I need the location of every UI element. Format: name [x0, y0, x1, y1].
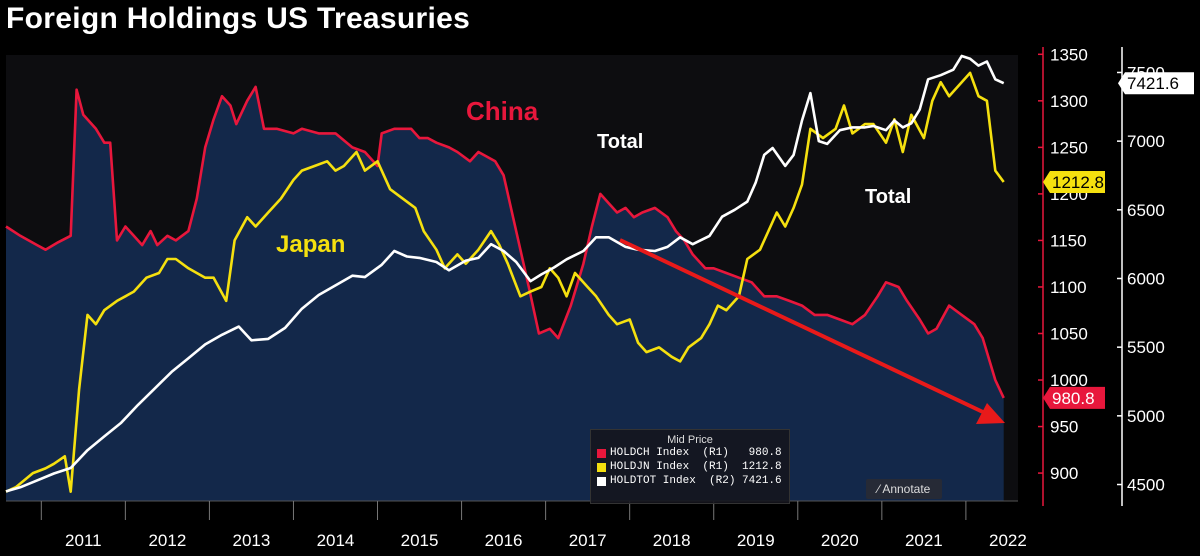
last-value-tag-japan: 1212.8	[1043, 170, 1105, 193]
left-tick-label-1250: 1250	[1050, 138, 1088, 157]
legend: Mid Price HOLDCH Index (R1) 980.8 HOLDJN…	[590, 429, 790, 504]
last-value-tag-total: 7421.6	[1118, 72, 1194, 95]
x-tick-label-2012: 2012	[148, 531, 186, 550]
legend-swatch-total	[597, 476, 606, 486]
x-tick-label-2016: 2016	[485, 531, 523, 550]
legend-row-china: HOLDCH Index (R1) 980.8	[591, 446, 789, 460]
x-tick-label-2011: 2011	[65, 531, 102, 550]
x-tick-label-2018: 2018	[653, 531, 691, 550]
series-line-japan	[5, 71, 1005, 494]
right-tick-label-7000: 7000	[1127, 132, 1165, 151]
legend-label-china: HOLDCH Index (R1) 980.8	[610, 447, 782, 459]
x-tick-label-2020: 2020	[821, 531, 859, 550]
japan-annotation: Japan	[276, 231, 345, 258]
legend-row-total: HOLDTOT Index (R2) 7421.6	[591, 474, 789, 488]
x-tick-label-2015: 2015	[401, 531, 439, 550]
chart-title: Foreign Holdings US Treasuries	[6, 2, 471, 35]
right-tick-label-6500: 6500	[1127, 201, 1165, 220]
tag-bg	[1043, 170, 1105, 193]
legend-swatch-japan	[597, 462, 606, 472]
series-line-total	[5, 54, 1005, 493]
left-tick-label-1300: 1300	[1050, 92, 1088, 111]
x-tick-label-2013: 2013	[233, 531, 271, 550]
series-line-china	[5, 85, 1005, 399]
x-tick-label-2022: 2022	[989, 531, 1027, 550]
left-tick-label-1000: 1000	[1050, 371, 1088, 390]
right-tick-label-4500: 4500	[1127, 476, 1165, 495]
x-tick-label-2014: 2014	[317, 531, 355, 550]
right-tick-label-5000: 5000	[1127, 407, 1165, 426]
tag-text-japan: 1212.8	[1052, 173, 1104, 192]
total-annotation-1: Total	[597, 131, 643, 153]
legend-header: Mid Price	[667, 434, 713, 446]
last-value-tag-china: 980.8	[1043, 386, 1105, 409]
pencil-icon: ⁄	[877, 482, 880, 496]
legend-label-japan: HOLDJN Index (R1) 1212.8	[610, 461, 782, 473]
annotate-label: Annotate	[882, 482, 931, 496]
x-tick-label-2019: 2019	[737, 531, 775, 550]
legend-swatch-china	[597, 448, 606, 458]
left-tick-label-1350: 1350	[1050, 45, 1088, 64]
right-tick-label-5500: 5500	[1127, 338, 1165, 357]
total-annotation-2: Total	[865, 186, 911, 208]
left-tick-label-900: 900	[1050, 464, 1078, 483]
x-tick-label-2017: 2017	[569, 531, 607, 550]
left-tick-label-1050: 1050	[1050, 324, 1088, 343]
china-area-fill	[6, 86, 1004, 502]
tag-text-total: 7421.6	[1127, 74, 1179, 93]
downtrend-arrow	[619, 238, 1005, 424]
tag-bg	[1118, 72, 1194, 95]
tag-bg	[1043, 386, 1105, 409]
legend-label-total: HOLDTOT Index (R2) 7421.6	[610, 475, 782, 487]
left-tick-label-950: 950	[1050, 418, 1078, 437]
tag-text-china: 980.8	[1052, 389, 1095, 408]
annotate-button[interactable]: ⁄ Annotate	[866, 479, 942, 499]
china-annotation: China	[466, 96, 539, 126]
right-tick-label-6000: 6000	[1127, 269, 1165, 288]
legend-row-japan: HOLDJN Index (R1) 1212.8	[591, 460, 789, 474]
left-tick-label-1150: 1150	[1050, 231, 1087, 250]
left-tick-label-1100: 1100	[1050, 278, 1087, 297]
x-tick-label-2021: 2021	[905, 531, 943, 550]
